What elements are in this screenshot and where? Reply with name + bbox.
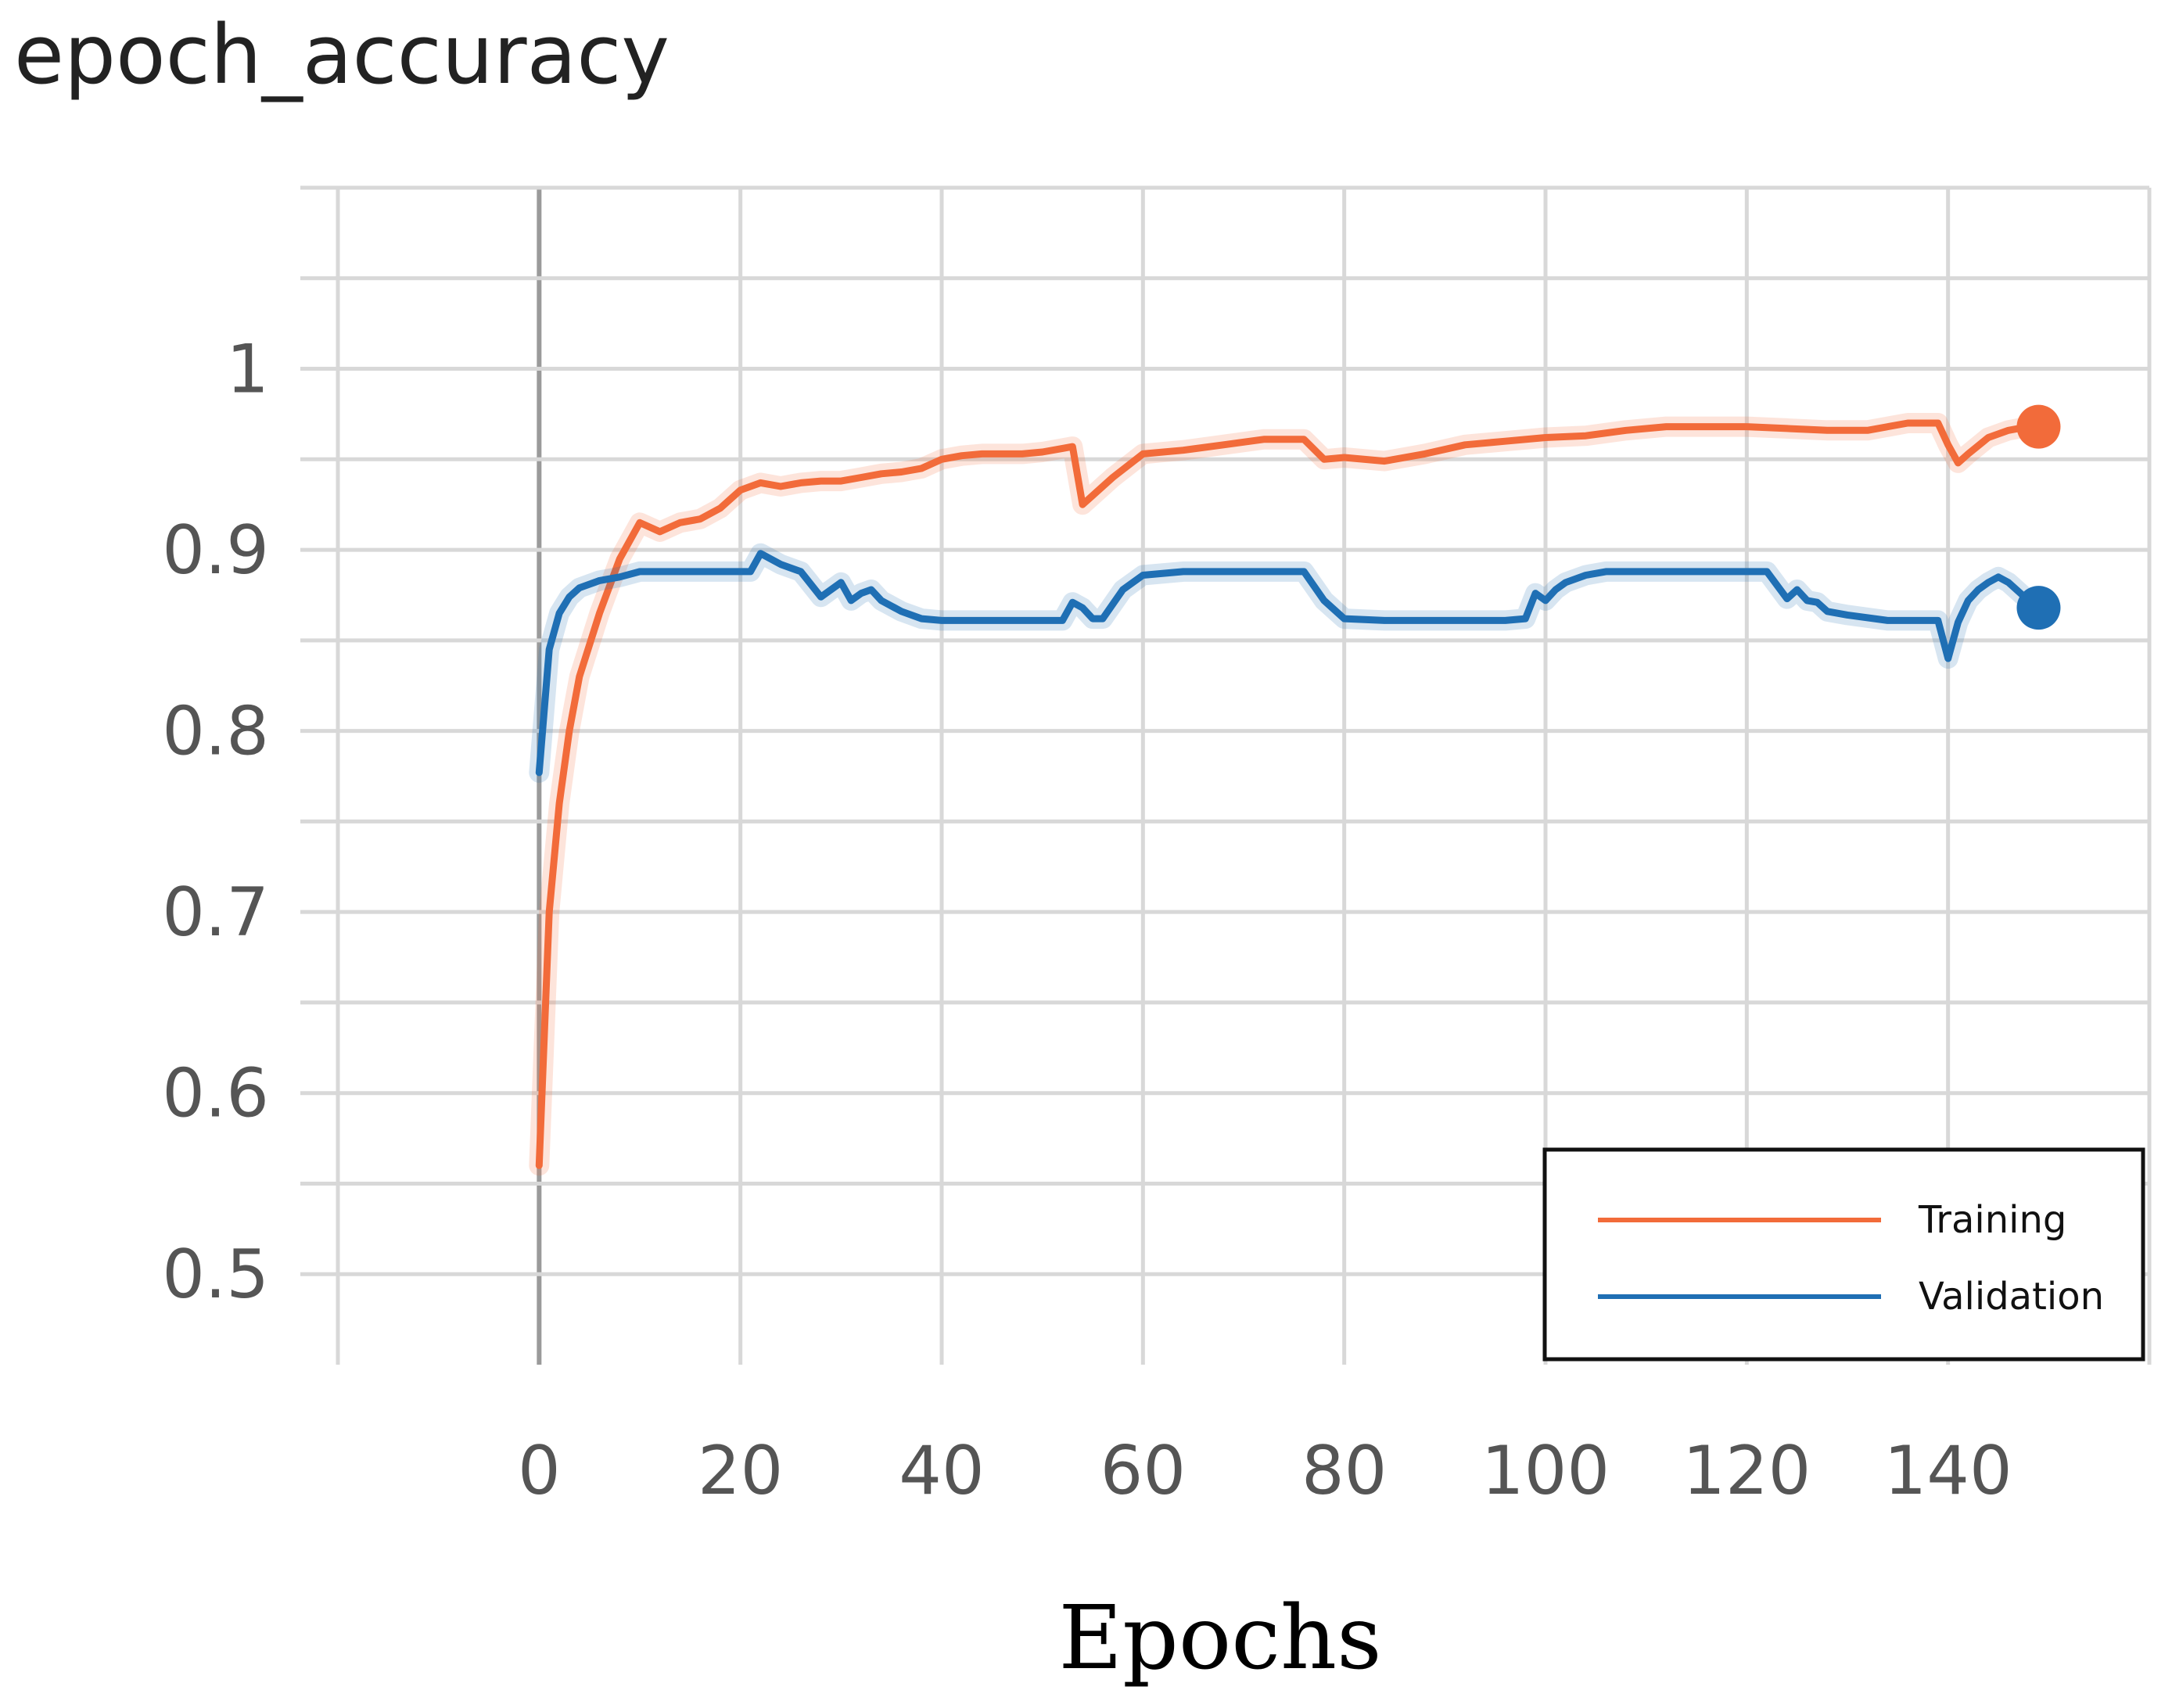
series-halo-validation — [529, 543, 2049, 783]
y-tick-label: 0.7 — [162, 874, 269, 952]
series-end-marker-training — [2016, 404, 2061, 449]
series-line-training — [535, 419, 2042, 1169]
legend-label-validation: Validation — [1919, 1275, 2104, 1319]
x-tick-label: 80 — [1301, 1432, 1387, 1510]
x-tick-label: 40 — [899, 1432, 984, 1510]
y-tick-label: 0.8 — [162, 693, 269, 771]
x-tick-label: 60 — [1100, 1432, 1186, 1510]
y-tick-label: 0.9 — [162, 511, 269, 590]
x-tick-label: 120 — [1682, 1432, 1811, 1510]
legend-label-training: Training — [1918, 1198, 2066, 1242]
series-line-validation — [535, 550, 2042, 777]
y-tick-label: 1 — [226, 331, 269, 409]
y-tick-label: 0.6 — [162, 1055, 269, 1133]
y-tick-label: 0.5 — [162, 1236, 269, 1314]
chart-title: epoch_accuracy — [14, 7, 670, 102]
x-tick-label: 100 — [1481, 1432, 1610, 1510]
x-tick-label: 0 — [518, 1432, 561, 1510]
series-halo-training — [529, 413, 2049, 1176]
series-end-marker-validation — [2016, 586, 2061, 630]
x-tick-label: 140 — [1884, 1432, 2012, 1510]
x-tick-label: 20 — [698, 1432, 783, 1510]
x-axis-label: Epochs — [1058, 1588, 1382, 1689]
legend-box — [1542, 1147, 2145, 1362]
